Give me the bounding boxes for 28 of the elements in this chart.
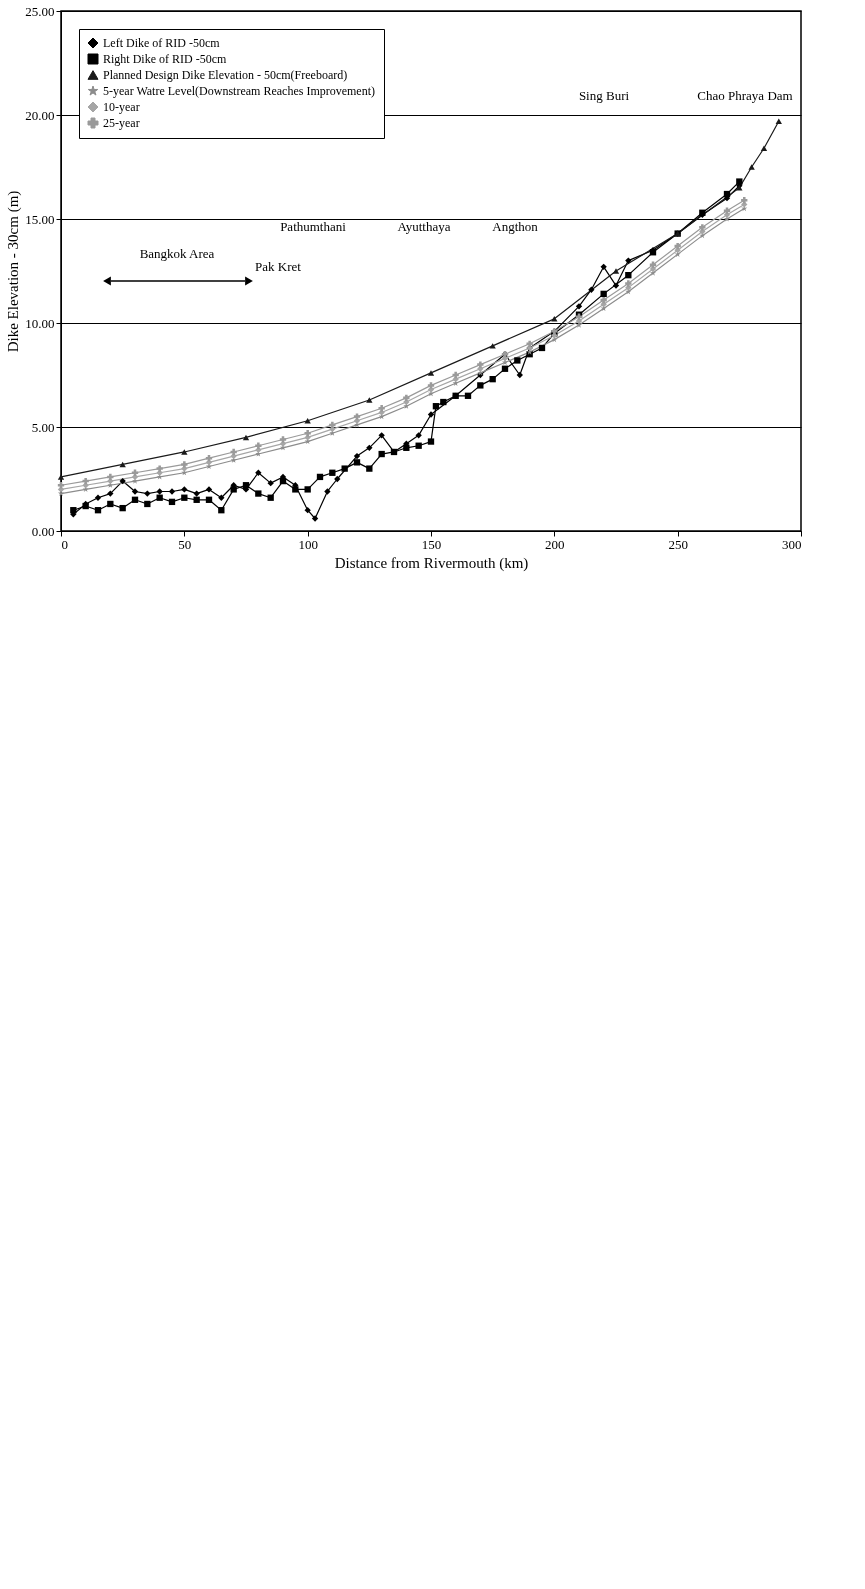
x-tick-label: 0 (61, 536, 68, 552)
annotation: Ayutthaya (397, 219, 451, 234)
x-tick-label: 200 (545, 536, 565, 552)
y-axis-title: Dike Elevation - 30cm (m) (5, 190, 23, 353)
y-tick-label: 0.00 (31, 523, 55, 539)
legend-label: 25-year (103, 116, 140, 130)
x-tick-label: 50 (178, 536, 192, 552)
legend-label: 10-year (103, 100, 140, 114)
y-tick-label: 15.00 (25, 211, 55, 227)
y-tick-label: 10.00 (25, 315, 55, 331)
annotation: Angthon (492, 219, 539, 234)
annotation: Sing Buri (578, 88, 630, 103)
y-tick-label: 25.00 (25, 3, 55, 19)
legend-label: Right Dike of RID -50cm (103, 52, 227, 66)
annotation: Bangkok Area (139, 246, 215, 261)
x-tick-label: 100 (298, 536, 318, 552)
y-tick-label: 5.00 (31, 419, 55, 435)
y-tick-label: 20.00 (25, 107, 55, 123)
annotation: Pak Kret (255, 259, 302, 274)
x-tick-label: 300 (782, 536, 802, 552)
legend-label: 5-year Watre Level(Downstream Reaches Improvement) (103, 84, 376, 98)
annotation: Chao Phraya Dam (697, 88, 793, 103)
legend-label: Left Dike of RID -50cm (103, 36, 221, 50)
legend-label: Planned Design Dike Elevation - 50cm(Freeboard) (103, 68, 348, 82)
x-tick-label: 150 (421, 536, 442, 552)
x-axis-title: Distance from Rivermouth (km) (334, 554, 529, 572)
annotation: Pathumthani (280, 219, 347, 234)
x-tick-label: 250 (668, 536, 688, 552)
